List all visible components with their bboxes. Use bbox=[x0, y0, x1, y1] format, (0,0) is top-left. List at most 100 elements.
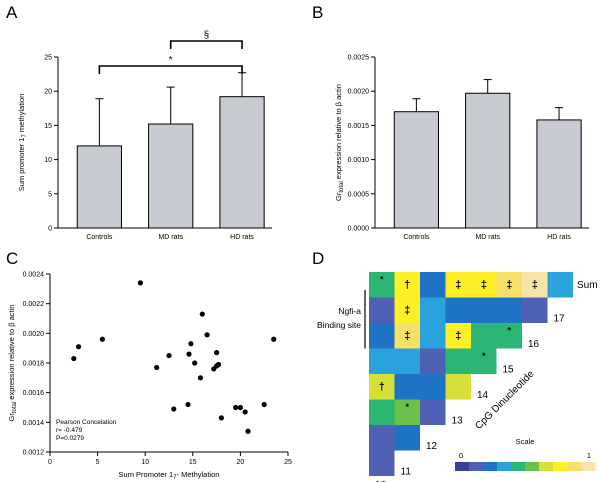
heatmap-mark: ‡ bbox=[404, 304, 410, 316]
data-point bbox=[188, 341, 194, 347]
heatmap-mark: † bbox=[379, 381, 385, 393]
heatmap-cell bbox=[394, 399, 420, 425]
panel-c-y-tick-label: 0.0020 bbox=[23, 331, 45, 338]
heatmap-cell bbox=[394, 272, 420, 298]
panel-a-x-tick-label: MD rats bbox=[158, 234, 183, 241]
data-point bbox=[166, 352, 172, 359]
heatmap-label-cpg: 13 bbox=[452, 416, 464, 427]
heatmap-cell bbox=[420, 272, 446, 298]
pearson-annotation-line: r= -0.479 bbox=[56, 427, 83, 434]
heatmap-mark: * bbox=[482, 351, 486, 361]
panel-b-x-tick-label: MD rats bbox=[475, 234, 500, 241]
panel-c-y-tick-label: 0.0012 bbox=[23, 450, 45, 457]
heatmap-cell bbox=[471, 297, 497, 323]
scale-title: Scale bbox=[516, 437, 535, 446]
panel-a-y-tick-label: 20 bbox=[44, 89, 52, 96]
heatmap-label-cpg: 10 bbox=[375, 480, 387, 482]
panel-c-y-tick-label: 0.0016 bbox=[23, 390, 45, 397]
panel-a-chart: 0 5 10 15 20 25 Controls MD rats HD rats Sum prom… bbox=[17, 30, 272, 241]
heatmap-cell bbox=[445, 348, 471, 374]
heatmap-cell bbox=[445, 297, 471, 323]
heatmap-cell bbox=[496, 297, 522, 323]
heatmap-cell bbox=[394, 374, 420, 400]
heatmap-cell bbox=[369, 272, 395, 298]
panel-a-y-tick-label: 10 bbox=[44, 157, 52, 164]
heatmap-cell bbox=[369, 450, 395, 476]
heatmap-cell bbox=[522, 297, 548, 323]
data-point bbox=[171, 406, 177, 412]
heatmap-cell bbox=[522, 272, 548, 298]
heatmap-label-sum: Sum bbox=[577, 280, 598, 291]
heatmap-cell bbox=[420, 374, 446, 400]
heatmap-cell bbox=[394, 323, 420, 349]
heatmap-cell bbox=[420, 323, 446, 349]
heatmap-mark: ‡ bbox=[455, 330, 461, 342]
pearson-annotation-line: P=0.0279 bbox=[56, 435, 84, 442]
heatmap-cell bbox=[445, 374, 471, 400]
panel-c-y-tick-label: 0.0018 bbox=[23, 361, 45, 368]
panel-c-y-tick-label: 0.0024 bbox=[23, 272, 45, 279]
panel-c-x-tick-label: 20 bbox=[237, 459, 245, 466]
data-point bbox=[71, 355, 77, 362]
panel-c-x-tick-label: 25 bbox=[284, 459, 292, 466]
heatmap-cell bbox=[445, 272, 471, 298]
data-point bbox=[242, 409, 248, 415]
scale-swatch bbox=[455, 462, 470, 471]
heatmap-cell bbox=[420, 348, 446, 374]
heatmap-cell bbox=[471, 272, 497, 298]
panel-b-y-tick-label: 0.0025 bbox=[348, 55, 370, 62]
scale-max-label: 1 bbox=[587, 451, 591, 460]
heatmap-mark: * bbox=[380, 275, 384, 285]
heatmap-cell bbox=[445, 323, 471, 349]
panel-a-bar bbox=[148, 123, 194, 229]
pearson-annotation-line: Pearson Concelation bbox=[56, 419, 117, 426]
data-point bbox=[204, 332, 210, 338]
heatmap-cell bbox=[420, 399, 446, 425]
data-point bbox=[214, 350, 220, 356]
panel-c-x-tick-label: 0 bbox=[48, 459, 52, 466]
panel-c-x-tick-label: 10 bbox=[141, 459, 149, 466]
data-point bbox=[186, 351, 192, 357]
heatmap-cell bbox=[369, 297, 395, 323]
scale-swatch bbox=[511, 462, 526, 471]
panel-a-y-tick-label: 0 bbox=[48, 226, 52, 233]
panel-c-y-tick-label: 0.0022 bbox=[23, 301, 45, 308]
heatmap-mark: ‡ bbox=[506, 279, 512, 291]
heatmap-cell bbox=[394, 348, 420, 374]
panel-b-bar bbox=[536, 119, 582, 229]
panel-label-b: B bbox=[312, 3, 323, 22]
heatmap-cell bbox=[394, 297, 420, 323]
heatmap-cell bbox=[369, 323, 395, 349]
panel-c-y-tick-label: 0.0014 bbox=[23, 420, 45, 427]
scale-swatch bbox=[567, 462, 582, 471]
panel-b-bar bbox=[393, 111, 439, 229]
panel-b-y-tick-label: 0.0000 bbox=[348, 226, 370, 233]
panel-a-bar bbox=[219, 96, 265, 229]
heatmap-mark: ‡ bbox=[481, 279, 487, 291]
heatmap-cell bbox=[369, 399, 395, 425]
panel-b-y-tick-label: 0.0005 bbox=[348, 191, 370, 198]
data-point bbox=[215, 361, 222, 368]
heatmap-label-cpg: 16 bbox=[528, 339, 540, 350]
panel-label-a: A bbox=[6, 3, 18, 22]
panel-label-d: D bbox=[312, 249, 324, 268]
panel-b-x-tick-label: Controls bbox=[403, 234, 430, 241]
heatmap-label-cpg: 12 bbox=[426, 441, 438, 452]
data-point bbox=[154, 364, 160, 371]
significance-label: § bbox=[204, 30, 210, 41]
scale-swatch bbox=[525, 462, 540, 471]
panel-a-bar bbox=[76, 145, 122, 229]
panel-b-y-axis-label: Grtotal expression relative to β actin bbox=[334, 84, 345, 201]
panel-a-x-tick-label: Controls bbox=[86, 234, 113, 241]
scale-swatch bbox=[469, 462, 484, 471]
heatmap-cell bbox=[369, 425, 395, 451]
binding-site-label: Binding site bbox=[317, 320, 361, 330]
panel-b-y-tick-label: 0.0020 bbox=[348, 89, 370, 96]
data-point bbox=[237, 404, 243, 411]
scale-swatch bbox=[553, 462, 568, 471]
panel-b-chart: 0.0000 0.0005 0.0010 0.0015 0.0020 0.0025 Cont… bbox=[334, 55, 589, 241]
data-point bbox=[218, 415, 224, 421]
panel-c-x-axis-label: Sum Promoter 17- Methylation bbox=[119, 470, 220, 481]
scale-swatch bbox=[497, 462, 512, 471]
